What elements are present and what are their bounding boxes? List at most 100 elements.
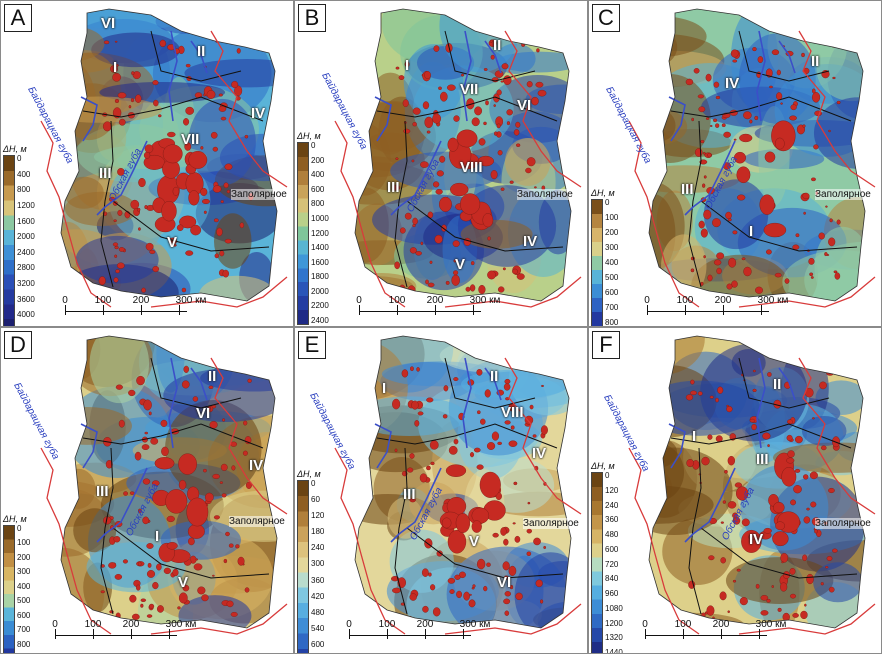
region-label: IV: [249, 457, 264, 474]
anomaly-spot: [432, 181, 440, 188]
admin-boundary: [40, 357, 288, 635]
anomaly-spot: [787, 419, 793, 425]
anomaly-spot: [142, 478, 151, 485]
anomaly-spot: [110, 65, 118, 73]
elevation-patch: [460, 219, 533, 249]
anomaly-spot: [478, 284, 486, 295]
anomaly-spot: [725, 211, 732, 220]
anomaly-spot: [203, 468, 207, 473]
territory-outline: [354, 8, 572, 302]
anomaly-spot: [774, 137, 785, 150]
anomaly-spot: [717, 386, 724, 394]
anomaly-spot: [220, 200, 224, 204]
anomaly-spot: [448, 445, 458, 455]
anomaly-spot: [392, 398, 401, 410]
legend-tick-label: 300: [605, 243, 619, 252]
anomaly-spot: [828, 586, 835, 593]
anomaly-spot: [469, 593, 472, 596]
anomaly-spot: [733, 151, 746, 164]
anomaly-spot: [493, 104, 496, 107]
anomaly-spot: [219, 250, 225, 257]
legend-tick-label: 3600: [17, 294, 35, 304]
region-border: [394, 120, 408, 288]
anomaly-spot: [148, 603, 155, 609]
anomaly-spot: [515, 143, 521, 147]
anomaly-spot: [737, 194, 746, 201]
legend-body: 0 200 400 600 800 1000 1200 1400 1600 1800 2000 220…: [297, 142, 339, 325]
anomaly-spot: [497, 150, 503, 156]
map-panel-e: EΔH, м0601201802403003604204805406006600…: [294, 327, 588, 654]
anomaly-spot: [409, 497, 416, 503]
legend-tick-label: 0: [605, 471, 610, 480]
anomaly-spot: [137, 561, 142, 567]
legend-tick-label: 240: [605, 500, 619, 510]
anomaly-spot: [818, 232, 825, 240]
anomaly-spot: [234, 85, 243, 97]
anomaly-spot: [210, 131, 218, 139]
anomaly-spot: [447, 137, 459, 152]
region-border: [444, 357, 536, 409]
anomaly-spot: [500, 527, 507, 536]
anomaly-spot: [500, 187, 505, 191]
anomaly-spot: [828, 237, 836, 247]
anomaly-spot: [526, 528, 532, 534]
anomaly-spot: [700, 228, 708, 238]
anomaly-spot: [777, 607, 782, 612]
anomaly-spot: [430, 461, 435, 466]
scale-label: 0: [346, 619, 352, 630]
anomaly-spot: [490, 170, 498, 180]
anomaly-spot: [802, 124, 806, 128]
anomaly-spot: [225, 531, 230, 537]
scale-line: [359, 311, 481, 312]
anomaly-spot: [135, 584, 141, 591]
anomaly-spot: [161, 446, 169, 457]
anomaly-spot: [190, 224, 202, 236]
anomaly-spot: [809, 272, 814, 277]
anomaly-spot: [447, 577, 456, 584]
anomaly-spot: [720, 557, 726, 564]
anomaly-spot: [524, 415, 534, 425]
region-border: [150, 357, 242, 409]
anomaly-spot: [116, 262, 125, 269]
anomaly-spot: [166, 542, 178, 550]
anomaly-spot: [526, 157, 536, 167]
river-line: [80, 96, 98, 142]
region-border: [700, 527, 858, 579]
map-canvas: [628, 8, 876, 308]
legend-tick-label: 360: [605, 515, 619, 525]
anomaly-spot: [453, 115, 460, 122]
scale-line: [647, 311, 769, 312]
anomaly-spot: [425, 279, 429, 285]
anomaly-spot: [487, 236, 491, 241]
region-label: V: [455, 256, 466, 273]
anomaly-spot: [449, 589, 455, 594]
elevation-patch: [703, 179, 769, 250]
legend-tick-label: 1440: [605, 648, 623, 654]
anomaly-spot: [440, 91, 448, 102]
anomaly-spot: [825, 566, 829, 569]
anomaly-spot: [426, 465, 431, 471]
anomaly-spot: [218, 93, 223, 97]
scale-tick: [93, 629, 94, 639]
anomaly-spot: [235, 544, 240, 549]
anomaly-spot: [453, 438, 459, 445]
anomaly-spot: [450, 182, 469, 197]
legend-tick-label: 600: [311, 639, 325, 649]
scale-bar: 0 100 200 300 км: [353, 295, 500, 326]
anomaly-spot: [131, 613, 140, 620]
scale-label: 100: [388, 295, 406, 306]
region-border: [82, 423, 264, 449]
anomaly-spot: [157, 114, 162, 118]
anomaly-spot: [456, 129, 478, 148]
elevation-change-field: [355, 336, 571, 628]
region-border: [406, 200, 564, 252]
anomaly-spot: [452, 240, 460, 247]
anomaly-spot: [832, 548, 838, 553]
legend-tick-label: 200: [311, 155, 325, 165]
elevation-patch: [816, 38, 865, 102]
legend-tick-label: 0: [17, 154, 22, 163]
legend-tick-label: 500: [605, 273, 619, 282]
anomaly-spot: [149, 249, 156, 255]
legend-tick-labels: 0100200300400500600700800900: [17, 525, 45, 653]
anomaly-spot: [138, 508, 142, 514]
